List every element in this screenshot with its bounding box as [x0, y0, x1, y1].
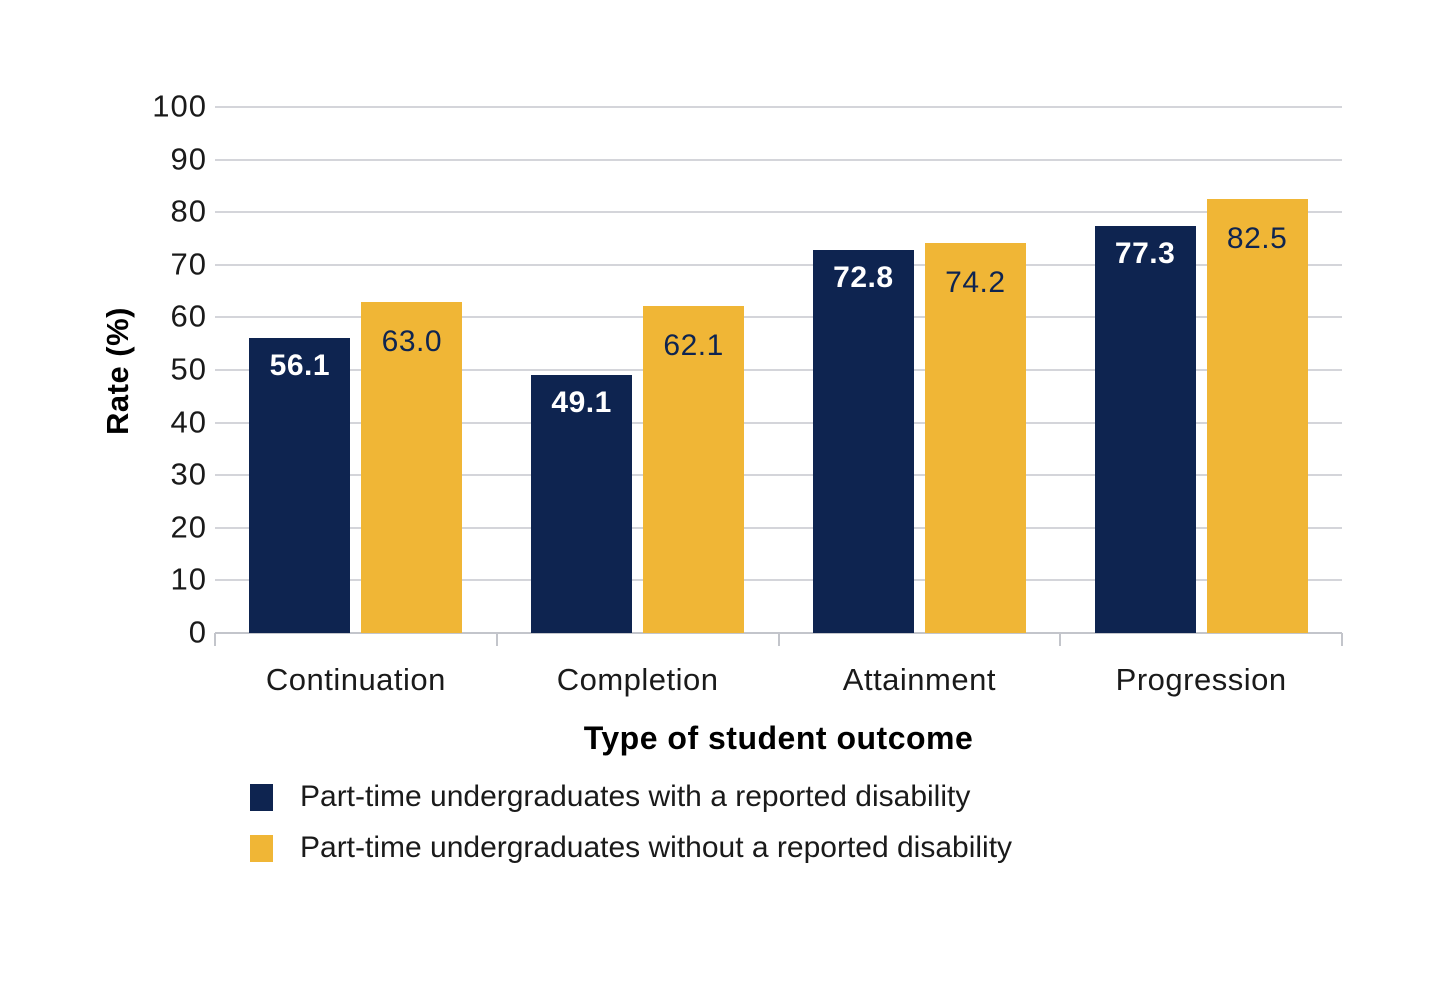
y-axis-tick-label: 50 [170, 351, 207, 387]
bar-progression-series-1: 82.5 [1206, 199, 1308, 633]
bar-value-label: 62.1 [663, 329, 724, 363]
gridline [215, 211, 1342, 214]
y-axis-tick-label: 30 [170, 456, 207, 492]
bar-value-label: 82.5 [1226, 222, 1288, 256]
legend-item: Part-time undergraduates with a reported… [250, 780, 1012, 814]
y-axis-tick-label: 40 [170, 403, 207, 439]
x-category-label: Completion [556, 662, 719, 697]
bar-value-label: 72.8 [833, 261, 894, 295]
x-axis-tick [777, 633, 780, 646]
bar-completion-series-1: 62.1 [643, 306, 745, 633]
legend-swatch-0 [250, 783, 273, 811]
y-axis-tick-labels: 0 10 20 30 40 50 60 70 80 90 100 [0, 88, 207, 649]
bar-value-label: 77.3 [1114, 237, 1176, 271]
y-axis-tick-label: 100 [152, 88, 207, 124]
gridline [215, 579, 1342, 582]
legend-swatch-1 [250, 834, 273, 862]
bar-attainment-series-1: 74.2 [924, 242, 1026, 633]
gridline [215, 421, 1342, 424]
gridline [215, 369, 1342, 371]
legend-label: Part-time undergraduates without a repor… [300, 831, 1013, 864]
gridline [215, 158, 1342, 161]
x-axis-title: Type of student outcome [583, 720, 974, 756]
legend-item: Part-time undergraduates without a repor… [250, 831, 1012, 865]
gridline [215, 263, 1342, 266]
y-axis-tick-label: 90 [170, 140, 207, 176]
y-axis-tick-label: 20 [170, 509, 207, 545]
gridline [215, 526, 1342, 529]
x-axis-tick [495, 633, 498, 646]
plot-area: 56.1 63.0 49.1 62.1 72.8 74.2 77.3 82.5 [214, 106, 1343, 646]
bar-continuation-series-1: 63.0 [361, 301, 463, 633]
x-axis-category-labels: Continuation Completion Attainment Progress… [215, 662, 1342, 702]
y-axis-tick-label: 80 [170, 193, 207, 229]
bar-value-label: 74.2 [945, 265, 1006, 299]
bar-progression-series-0: 77.3 [1094, 226, 1196, 633]
y-axis-tick-label: 60 [170, 298, 207, 334]
gridline [215, 474, 1342, 477]
gridline [215, 316, 1342, 319]
bar-value-label: 56.1 [269, 348, 331, 382]
y-axis-tick-label: 10 [170, 561, 207, 597]
bar-value-label: 63.0 [381, 324, 443, 358]
gridline [215, 106, 1342, 108]
x-axis-tick [1059, 633, 1062, 646]
x-axis-tick [1341, 633, 1343, 646]
x-axis-tick [214, 633, 216, 646]
x-category-label: Attainment [842, 662, 996, 697]
y-axis-tick-label: 70 [170, 246, 207, 282]
legend-label: Part-time undergraduates with a reported… [300, 780, 971, 813]
bar-value-label: 49.1 [551, 385, 612, 419]
x-category-label: Progression [1115, 662, 1287, 697]
legend: Part-time undergraduates with a reported… [250, 780, 1012, 882]
x-category-label: Continuation [265, 662, 446, 697]
bar-completion-series-0: 49.1 [531, 374, 633, 633]
bar-attainment-series-0: 72.8 [812, 250, 914, 633]
y-axis-tick-label: 0 [188, 614, 207, 650]
bar-continuation-series-0: 56.1 [249, 337, 351, 633]
